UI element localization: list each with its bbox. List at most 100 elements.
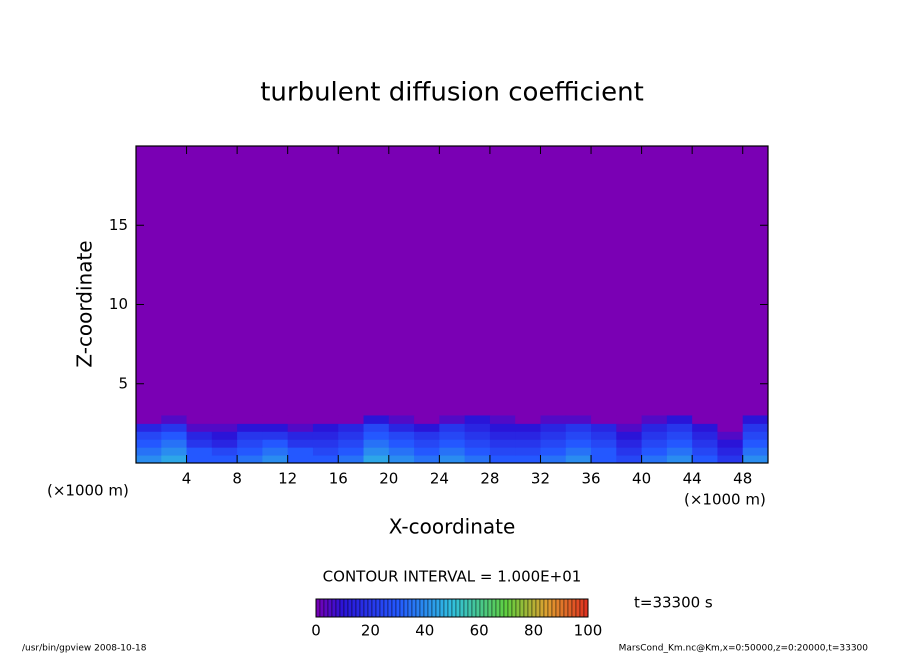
colorbar-cell [387,598,393,618]
field-cell [388,455,415,464]
field-cell [186,455,213,464]
field-cell [161,415,188,424]
field-cell [439,415,466,424]
field-cell [338,455,365,464]
field-cell [161,439,188,448]
colorbar-cell [359,598,365,618]
x-tick-label: 12 [278,470,297,488]
field-cell [489,439,516,448]
field-cell [388,431,415,440]
field-cell [641,455,668,464]
field-cell [717,439,744,448]
colorbar-cell [367,598,373,618]
field-cell [616,447,643,456]
y-axis-label: Z-coordinate [73,240,97,367]
field-cell [312,455,339,464]
field-cell [742,431,769,440]
colorbar-cell [439,598,445,618]
field-cell [515,439,541,448]
field-cell [515,415,541,424]
field-cell [312,439,339,448]
field-cell [464,431,491,440]
contour-interval: CONTOUR INTERVAL = 1.000E+01 [323,568,582,586]
field-cell [161,447,188,456]
field-cell [363,431,390,440]
field-cell [591,423,617,432]
colorbar-cell [515,598,521,618]
field-cell [591,439,617,448]
field-cell [338,439,365,448]
field-cell [666,447,693,456]
colorbar-cell [583,598,589,618]
field-cell [136,423,162,432]
colorbar-cell [339,598,345,618]
field-cell [666,431,693,440]
field-cell [363,439,390,448]
field-cell [136,447,162,456]
colorbar-cell [447,598,453,618]
field-cell [136,431,162,440]
colorbar-cell [511,598,517,618]
colorbar-cell [391,598,397,618]
y-tick-label: 10 [109,295,128,313]
footer-right: MarsCond_Km.nc@Km,x=0:50000,z=0:20000,t=… [619,644,869,654]
field-cell [262,431,289,440]
field-cell [565,439,592,448]
field-cell [540,447,567,456]
field-cell [616,455,643,464]
colorbar-cell [411,598,417,618]
field-cell [515,431,541,440]
colorbar-cell [399,598,405,618]
field-cell [237,455,263,464]
field-cell [211,431,238,440]
field-cell [211,415,238,424]
field-cell [287,431,314,440]
field-cell [136,439,162,448]
field-cell [515,455,541,464]
field-cell [489,415,516,424]
field-cell [338,423,365,432]
field-cell [439,431,466,440]
y-tick-label: 5 [118,374,128,392]
colorbar-cell [567,598,573,618]
field-cell [161,431,188,440]
field-cell [338,447,365,456]
colorbar-cell [435,598,441,618]
field-cell [641,439,668,448]
colorbar-cell [383,598,389,618]
field-cell [414,423,440,432]
colorbar-cell [459,598,465,618]
field-cell [717,447,744,456]
colorbar-cell [319,598,325,618]
field-cell [489,447,516,456]
field-cell [565,447,592,456]
field-cell [742,423,769,432]
colorbar-cell [351,598,357,618]
field-cell [338,415,365,424]
colorbar-cell [463,598,469,618]
field-cell [692,415,718,424]
field-cell [692,455,718,464]
colorbar-cell [375,598,381,618]
colorbar-cell [575,598,581,618]
field-cell [717,431,744,440]
field-cell [489,455,516,464]
colorbar-cell [395,598,401,618]
field-cell [414,447,440,456]
field-cell [616,415,643,424]
field-cell [616,439,643,448]
colorbar-cell [467,598,473,618]
field-cell [742,439,769,448]
field-cell [312,431,339,440]
field-cell [388,447,415,456]
field-cell [489,423,516,432]
colorbar-tick-label: 0 [311,622,321,640]
footer-left: /usr/bin/gpview 2008-10-18 [22,644,147,654]
field-cell [161,455,188,464]
colorbar-cell [407,598,413,618]
colorbar-cell [539,598,545,618]
field-cell [439,423,466,432]
colorbar-cell [483,598,489,618]
field-cell [312,423,339,432]
x-tick-label: 32 [531,470,550,488]
